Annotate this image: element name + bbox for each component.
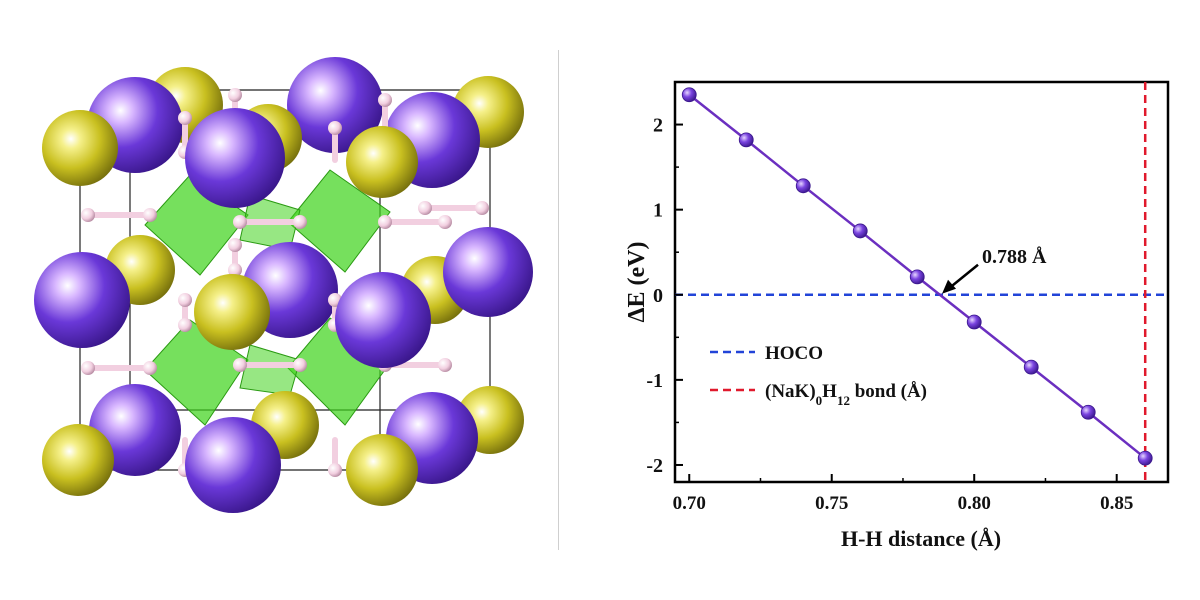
x-axis-label: H-H distance (Å) [841, 526, 1001, 551]
annotation-label: 0.788 Å [982, 245, 1047, 268]
hydrogen-atom [228, 238, 242, 252]
hydrogen-atom [233, 215, 247, 229]
data-point [1023, 359, 1039, 375]
hydrogen-atom [178, 318, 192, 332]
data-point [909, 269, 925, 285]
yellow-atom [42, 424, 114, 496]
data-point [1137, 450, 1153, 466]
data-point [738, 132, 754, 148]
yellow-atom [42, 110, 118, 186]
x-tick-label: 0.85 [1100, 493, 1133, 514]
hydrogen-atom [178, 111, 192, 125]
y-axis-label: ΔE (eV) [624, 241, 650, 322]
data-point [681, 87, 697, 103]
hydrogen-atom [233, 358, 247, 372]
yellow-atom [346, 126, 418, 198]
hydrogen-atom [475, 201, 489, 215]
yellow-atom [346, 434, 418, 506]
hydrogen-atom [293, 358, 307, 372]
data-point [966, 314, 982, 330]
x-tick-label: 0.80 [958, 493, 991, 514]
hydrogen-atom [438, 358, 452, 372]
annotation-arrow-head [942, 279, 957, 294]
legend-hoco-label: HOCO [765, 343, 823, 364]
plot-frame [673, 80, 1170, 484]
x-tick-label: 0.75 [815, 493, 848, 514]
legend-bond-label: (NaK)0H12 bond (Å) [765, 381, 927, 408]
crystal-structure [34, 57, 533, 513]
y-tick-label: 2 [653, 115, 663, 137]
purple-atom [443, 227, 533, 317]
legend: HOCO (NaK)0H12 bond (Å) [710, 343, 927, 408]
energy-chart: 0.70 0.75 0.80 0.85 2 1 0 -1 -2 0.788 Å HOCO (N… [624, 80, 1170, 551]
hydrogen-atom [143, 208, 157, 222]
hydrogen-atom [81, 361, 95, 375]
hydrogen-atom [143, 361, 157, 375]
panel-divider [558, 50, 559, 550]
hydrogen-atom [228, 88, 242, 102]
hydrogen-atom [228, 263, 242, 277]
hydrogen-atom [328, 121, 342, 135]
data-point [852, 223, 868, 239]
purple-atom [185, 108, 285, 208]
y-tick-label: 1 [653, 200, 663, 222]
yellow-atom [194, 274, 270, 350]
hydrogen-atom [178, 293, 192, 307]
purple-atom [287, 57, 383, 153]
y-tick-label: -1 [646, 370, 663, 392]
hydrogen-atom [418, 201, 432, 215]
hydrogen-atom [293, 215, 307, 229]
data-point [1080, 404, 1096, 420]
purple-atom [34, 252, 130, 348]
purple-atom [185, 417, 281, 513]
hydrogen-atom [438, 215, 452, 229]
y-tick-label: 0 [653, 285, 663, 307]
purple-atom [335, 272, 431, 368]
hydrogen-atom [81, 208, 95, 222]
hydrogen-atom [378, 215, 392, 229]
hydrogen-atom [378, 93, 392, 107]
hydrogen-atom [328, 463, 342, 477]
x-tick-label: 0.70 [673, 493, 706, 514]
y-tick-label: -2 [646, 455, 663, 477]
data-point [795, 178, 811, 194]
